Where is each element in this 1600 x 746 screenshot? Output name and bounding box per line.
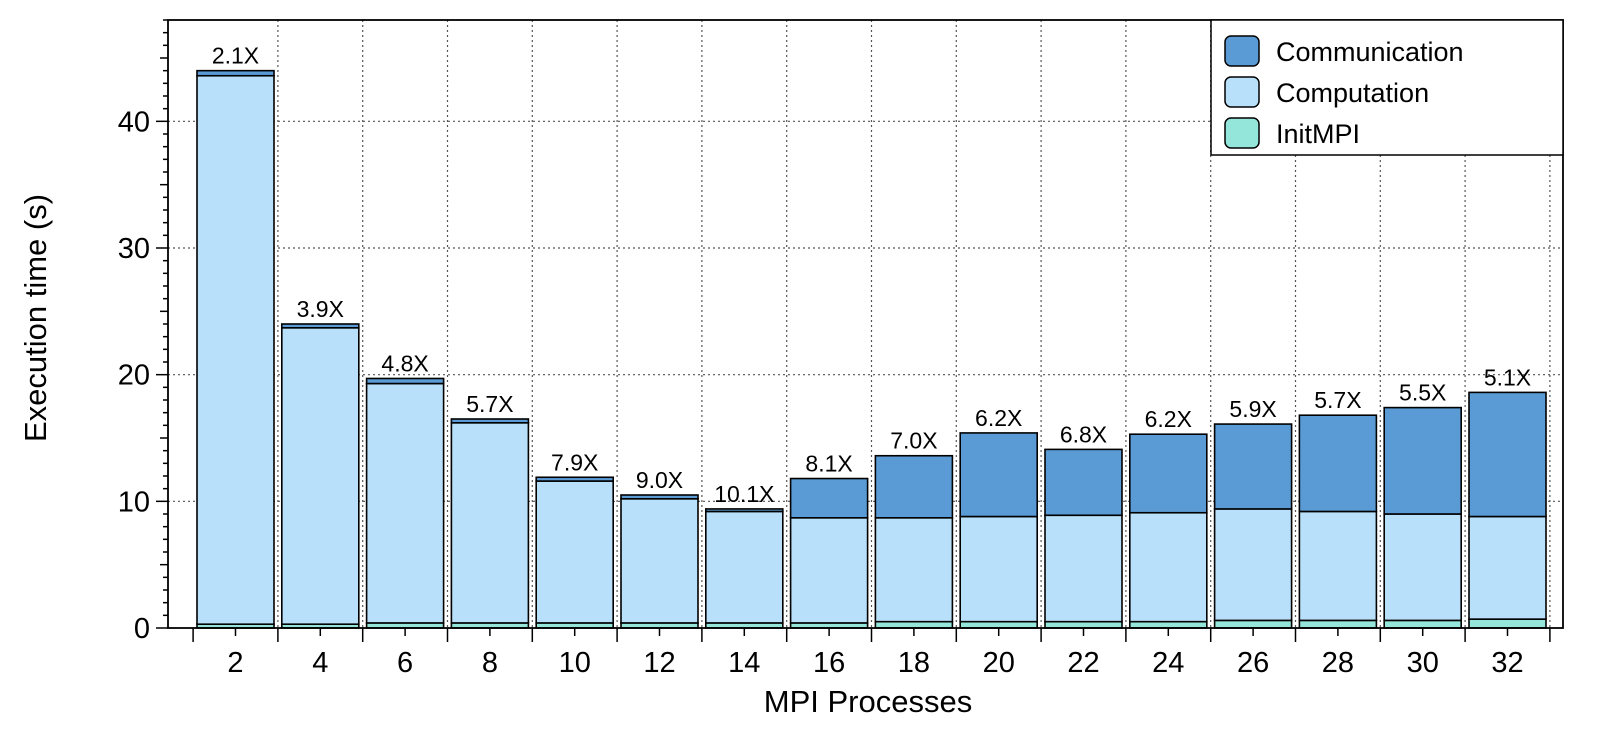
bar-label-26: 5.9X [1229, 396, 1276, 422]
bar-segment-computation-22 [1044, 514, 1123, 623]
bar-segment-communication-24 [1129, 433, 1208, 514]
bar-label-30: 5.5X [1399, 380, 1446, 406]
x-tick-label-26: 26 [1237, 647, 1269, 679]
legend-swatch-computation [1224, 76, 1260, 108]
bar-labels: 2.1X 3.9X 4.8X 5.7X 7.9X 9.0X 10.1X 8.1X 7.0X 6.2… [212, 43, 1531, 507]
x-tick-label-8: 8 [482, 647, 498, 679]
bar-segment-communication-22 [1044, 448, 1123, 517]
bar-segment-initmpi-22 [1044, 620, 1123, 629]
legend-box [1210, 19, 1564, 156]
bar-label-10: 7.9X [551, 449, 598, 475]
x-tick-label-32: 32 [1491, 647, 1523, 679]
bar-segment-initmpi-20 [959, 620, 1039, 629]
x-tick-label-6: 6 [397, 647, 413, 679]
bars [196, 69, 1547, 629]
bar-segment-initmpi-32 [1468, 618, 1547, 629]
legend-label-initmpi: InitMPI [1276, 119, 1360, 149]
bar-label-32: 5.1X [1484, 364, 1531, 390]
bar-segment-computation-2 [196, 74, 275, 626]
bar-segment-initmpi-30 [1383, 619, 1462, 629]
x-tick-label-14: 14 [728, 647, 760, 679]
y-axis-title: Execution time (s) [18, 194, 53, 442]
bar-segment-communication-2 [196, 69, 275, 77]
bar-segment-communication-6 [365, 377, 445, 385]
bar-label-14: 10.1X [714, 481, 774, 507]
bar-segment-communication-8 [450, 418, 530, 424]
bar-segment-communication-12 [620, 494, 699, 500]
bar-segment-computation-12 [620, 497, 699, 624]
bar-segment-computation-24 [1129, 511, 1208, 623]
x-tick-label-20: 20 [983, 647, 1015, 679]
bar-segment-computation-10 [535, 480, 615, 624]
bar-segment-communication-28 [1298, 414, 1378, 513]
x-tick-label-24: 24 [1152, 647, 1184, 679]
bar-segment-communication-18 [874, 454, 954, 519]
bar-segment-communication-32 [1468, 391, 1547, 518]
x-tick-label-30: 30 [1407, 647, 1439, 679]
bar-label-6: 4.8X [381, 350, 428, 376]
bar-segment-computation-30 [1383, 513, 1462, 622]
x-tick-label-2: 2 [227, 647, 243, 679]
bar-label-12: 9.0X [636, 467, 683, 493]
y-tick-label-0: 0 [134, 613, 150, 645]
bar-segment-initmpi-28 [1298, 619, 1378, 629]
x-tick-label-12: 12 [643, 647, 675, 679]
x-tick-label-16: 16 [813, 647, 845, 679]
bar-segment-computation-32 [1468, 515, 1547, 620]
bar-label-22: 6.8X [1060, 421, 1107, 447]
y-tick-label-40: 40 [118, 106, 150, 138]
bar-label-20: 6.2X [975, 405, 1022, 431]
bar-label-2: 2.1X [212, 43, 259, 69]
bar-segment-communication-16 [789, 477, 869, 519]
bar-label-28: 5.7X [1314, 387, 1361, 413]
bar-segment-communication-4 [280, 323, 360, 329]
x-tick-label-18: 18 [898, 647, 930, 679]
bar-segment-computation-26 [1213, 508, 1293, 622]
y-tick-label-10: 10 [118, 486, 150, 518]
bar-segment-computation-4 [280, 326, 360, 625]
x-tick-label-22: 22 [1067, 647, 1099, 679]
x-tick-label-4: 4 [312, 647, 328, 679]
bar-segment-communication-30 [1383, 406, 1462, 515]
legend-label-computation: Computation [1276, 78, 1429, 108]
x-tick-label-10: 10 [559, 647, 591, 679]
bar-segment-computation-8 [450, 421, 530, 624]
bar-segment-communication-20 [959, 432, 1039, 518]
bar-label-18: 7.0X [890, 428, 937, 454]
bar-segment-computation-14 [704, 510, 784, 624]
bar-segment-computation-6 [365, 382, 445, 624]
bar-label-8: 5.7X [466, 391, 513, 417]
bar-segment-computation-18 [874, 516, 954, 623]
bar-segment-communication-14 [704, 508, 784, 513]
legend-swatch-communication [1224, 35, 1260, 67]
bar-label-16: 8.1X [805, 451, 852, 477]
bar-segment-computation-20 [959, 515, 1039, 623]
bar-segment-communication-26 [1213, 423, 1293, 510]
bar-label-24: 6.2X [1145, 406, 1192, 432]
y-tick-label-20: 20 [118, 360, 150, 392]
x-tick-label-28: 28 [1322, 647, 1354, 679]
bar-segment-initmpi-18 [874, 620, 954, 629]
legend-label-communication: Communication [1276, 37, 1464, 67]
y-tick-label-30: 30 [118, 233, 150, 265]
bar-segment-communication-10 [535, 476, 615, 482]
legend: Communication Computation InitMPI [1210, 19, 1564, 156]
bar-label-4: 3.9X [297, 296, 344, 322]
bar-segment-initmpi-24 [1129, 620, 1208, 629]
bar-segment-computation-16 [789, 516, 869, 624]
legend-swatch-initmpi [1224, 117, 1260, 149]
x-axis-title: MPI Processes [764, 684, 972, 719]
bar-segment-computation-28 [1298, 510, 1378, 622]
bar-segment-initmpi-26 [1213, 619, 1293, 629]
